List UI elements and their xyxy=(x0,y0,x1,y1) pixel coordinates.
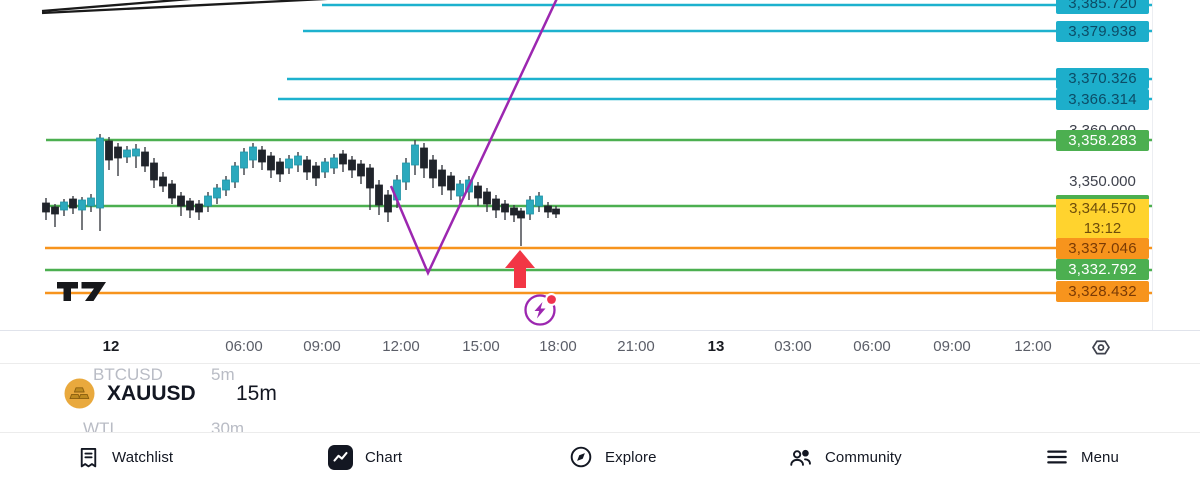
tradingview-logo xyxy=(57,282,106,301)
nav-menu[interactable]: Menu xyxy=(1044,433,1119,480)
purple-trendline xyxy=(389,0,558,277)
time-axis-day-label: 12 xyxy=(102,338,120,355)
price-scale-separator xyxy=(1152,0,1153,330)
black-trendline xyxy=(41,0,193,13)
time-axis-label: 12:00 xyxy=(382,338,420,355)
menu-icon xyxy=(1044,444,1070,470)
notification-dot xyxy=(547,295,556,304)
community-icon xyxy=(787,444,814,471)
nav-label: Community xyxy=(825,448,902,466)
quick-actions-fab xyxy=(524,294,556,326)
nav-chart[interactable]: Chart xyxy=(327,433,402,480)
arrow-up-marker xyxy=(505,250,535,288)
lightning-icon xyxy=(534,302,546,319)
chart-icon xyxy=(327,444,354,471)
gold-symbol-icon xyxy=(64,378,95,409)
symbol-carousel-selected[interactable]: XAUUSD 15m xyxy=(64,378,277,409)
time-axis-label: 06:00 xyxy=(225,338,263,355)
time-axis-label: 09:00 xyxy=(303,338,341,355)
interval-selector[interactable]: 15m xyxy=(236,381,277,405)
symbol-name: BTCUSD xyxy=(93,365,163,384)
chart-canvas[interactable]: 3,360.000 3,350.000 3,344.570 13:12 3,38… xyxy=(0,0,1200,330)
time-axis-label: 15:00 xyxy=(462,338,500,355)
time-axis-label: 18:00 xyxy=(539,338,577,355)
interval: 30m xyxy=(211,419,245,432)
interval: 5m xyxy=(211,365,235,384)
time-axis-label: 09:00 xyxy=(933,338,971,355)
time-axis-label: 21:00 xyxy=(617,338,655,355)
time-axis-day-label: 13 xyxy=(707,338,725,355)
nav-explore[interactable]: Explore xyxy=(568,433,657,480)
nav-label: Watchlist xyxy=(112,448,174,466)
time-axis-label: 06:00 xyxy=(853,338,891,355)
watchlist-icon xyxy=(76,445,101,470)
nav-community[interactable]: Community xyxy=(787,433,902,480)
symbol-name: XAUUSD xyxy=(107,381,196,405)
time-axis-label: 03:00 xyxy=(774,338,812,355)
nav-label: Chart xyxy=(365,448,403,466)
time-axis-label: 12:00 xyxy=(1014,338,1052,355)
explore-icon xyxy=(568,444,594,470)
nav-watchlist[interactable]: Watchlist xyxy=(76,433,173,480)
bottom-navigation: Watchlist Chart Explore xyxy=(0,432,1200,480)
chart-toolbar: BTCUSD 5m XAUUSD 15m WTI 30m xyxy=(0,363,1200,432)
symbol-carousel-previous[interactable]: BTCUSD 5m xyxy=(93,365,235,385)
candlestick-chart xyxy=(41,0,1152,326)
black-trendline xyxy=(41,0,328,15)
time-axis-settings-icon[interactable] xyxy=(1088,335,1114,361)
symbol-name: WTI xyxy=(83,419,115,432)
nav-label: Explore xyxy=(605,448,657,466)
symbol-carousel-next[interactable]: WTI 30m xyxy=(83,419,244,432)
time-axis[interactable]: 12 06:00 09:00 12:00 15:00 18:00 21:00 13 03:00 0… xyxy=(0,330,1200,363)
nav-label: Menu xyxy=(1081,448,1119,466)
